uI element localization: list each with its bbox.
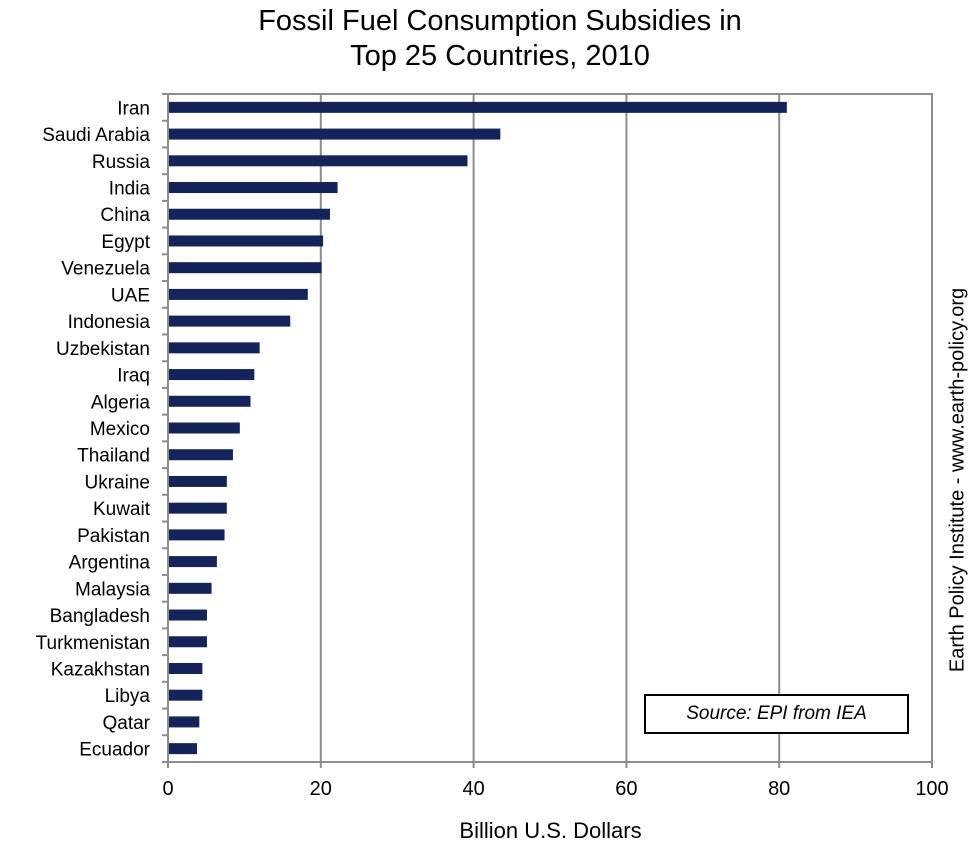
category-label-mexico: Mexico xyxy=(90,419,150,440)
bar-iraq xyxy=(169,369,255,381)
gridlines xyxy=(162,93,933,768)
x-tick-label-100: 100 xyxy=(915,778,948,800)
bar-argentina xyxy=(169,556,217,568)
bar-pakistan xyxy=(169,529,225,541)
category-label-pakistan: Pakistan xyxy=(77,526,150,547)
category-label-malaysia: Malaysia xyxy=(75,579,150,600)
category-label-venezuela: Venezuela xyxy=(61,259,150,280)
bar-algeria xyxy=(169,395,251,407)
chart-title-line-2: Top 25 Countries, 2010 xyxy=(350,40,650,72)
x-axis-label: Billion U.S. Dollars xyxy=(459,818,642,843)
category-label-iraq: Iraq xyxy=(117,366,150,387)
category-label-uae: UAE xyxy=(111,285,150,306)
x-tick-label-20: 20 xyxy=(310,778,332,800)
plot-frame xyxy=(167,93,933,763)
bar-thailand xyxy=(169,449,233,461)
category-label-egypt: Egypt xyxy=(101,232,150,253)
category-label-indonesia: Indonesia xyxy=(68,312,151,333)
chart-title-line-1: Fossil Fuel Consumption Subsidies in xyxy=(258,5,742,37)
category-label-saudi-arabia: Saudi Arabia xyxy=(42,125,150,146)
x-tick-labels: 0 20 40 60 80 100 xyxy=(162,778,948,800)
category-label-argentina: Argentina xyxy=(69,553,151,574)
category-label-qatar: Qatar xyxy=(102,713,150,734)
bar-turkmenistan xyxy=(169,636,207,648)
bar-ecuador xyxy=(169,743,198,755)
x-tick-label-40: 40 xyxy=(462,778,484,800)
x-tick-label-60: 60 xyxy=(615,778,637,800)
bar-bangladesh xyxy=(169,609,207,621)
bars xyxy=(169,101,787,755)
category-label-uzbekistan: Uzbekistan xyxy=(56,339,150,360)
category-label-russia: Russia xyxy=(92,152,151,173)
bar-uzbekistan xyxy=(169,342,260,354)
bar-venezuela xyxy=(169,262,322,274)
category-label-kazakhstan: Kazakhstan xyxy=(51,659,150,680)
bar-libya xyxy=(169,689,203,701)
source-annotation: Source: EPI from IEA xyxy=(644,694,909,734)
category-label-libya: Libya xyxy=(105,686,151,707)
bar-indonesia xyxy=(169,315,291,327)
category-label-algeria: Algeria xyxy=(91,392,151,413)
side-attribution-label: Earth Policy Institute - www.earth-polic… xyxy=(946,287,969,673)
bar-qatar xyxy=(169,716,200,728)
bar-iran xyxy=(169,101,787,113)
bar-kazakhstan xyxy=(169,662,203,674)
bar-china xyxy=(169,208,330,220)
bar-india xyxy=(169,182,338,194)
category-label-ecuador: Ecuador xyxy=(79,740,150,761)
category-label-china: China xyxy=(100,205,150,226)
category-label-turkmenistan: Turkmenistan xyxy=(36,633,150,654)
bar-kuwait xyxy=(169,502,227,514)
bar-malaysia xyxy=(169,582,212,594)
x-tick-label-80: 80 xyxy=(768,778,790,800)
x-tick-label-0: 0 xyxy=(162,778,173,800)
bar-russia xyxy=(169,155,468,167)
bar-egypt xyxy=(169,235,324,247)
bar-uae xyxy=(169,288,308,300)
category-label-ukraine: Ukraine xyxy=(85,472,150,493)
category-label-india: India xyxy=(109,179,151,200)
bar-saudi-arabia xyxy=(169,128,501,140)
category-labels: Iran Saudi Arabia Russia India China Egypt Ven… xyxy=(36,98,151,760)
category-label-kuwait: Kuwait xyxy=(93,499,151,520)
bar-ukraine xyxy=(169,475,227,487)
category-label-bangladesh: Bangladesh xyxy=(50,606,150,627)
bar-mexico xyxy=(169,422,240,434)
category-label-thailand: Thailand xyxy=(77,446,150,467)
category-label-iran: Iran xyxy=(117,98,150,119)
